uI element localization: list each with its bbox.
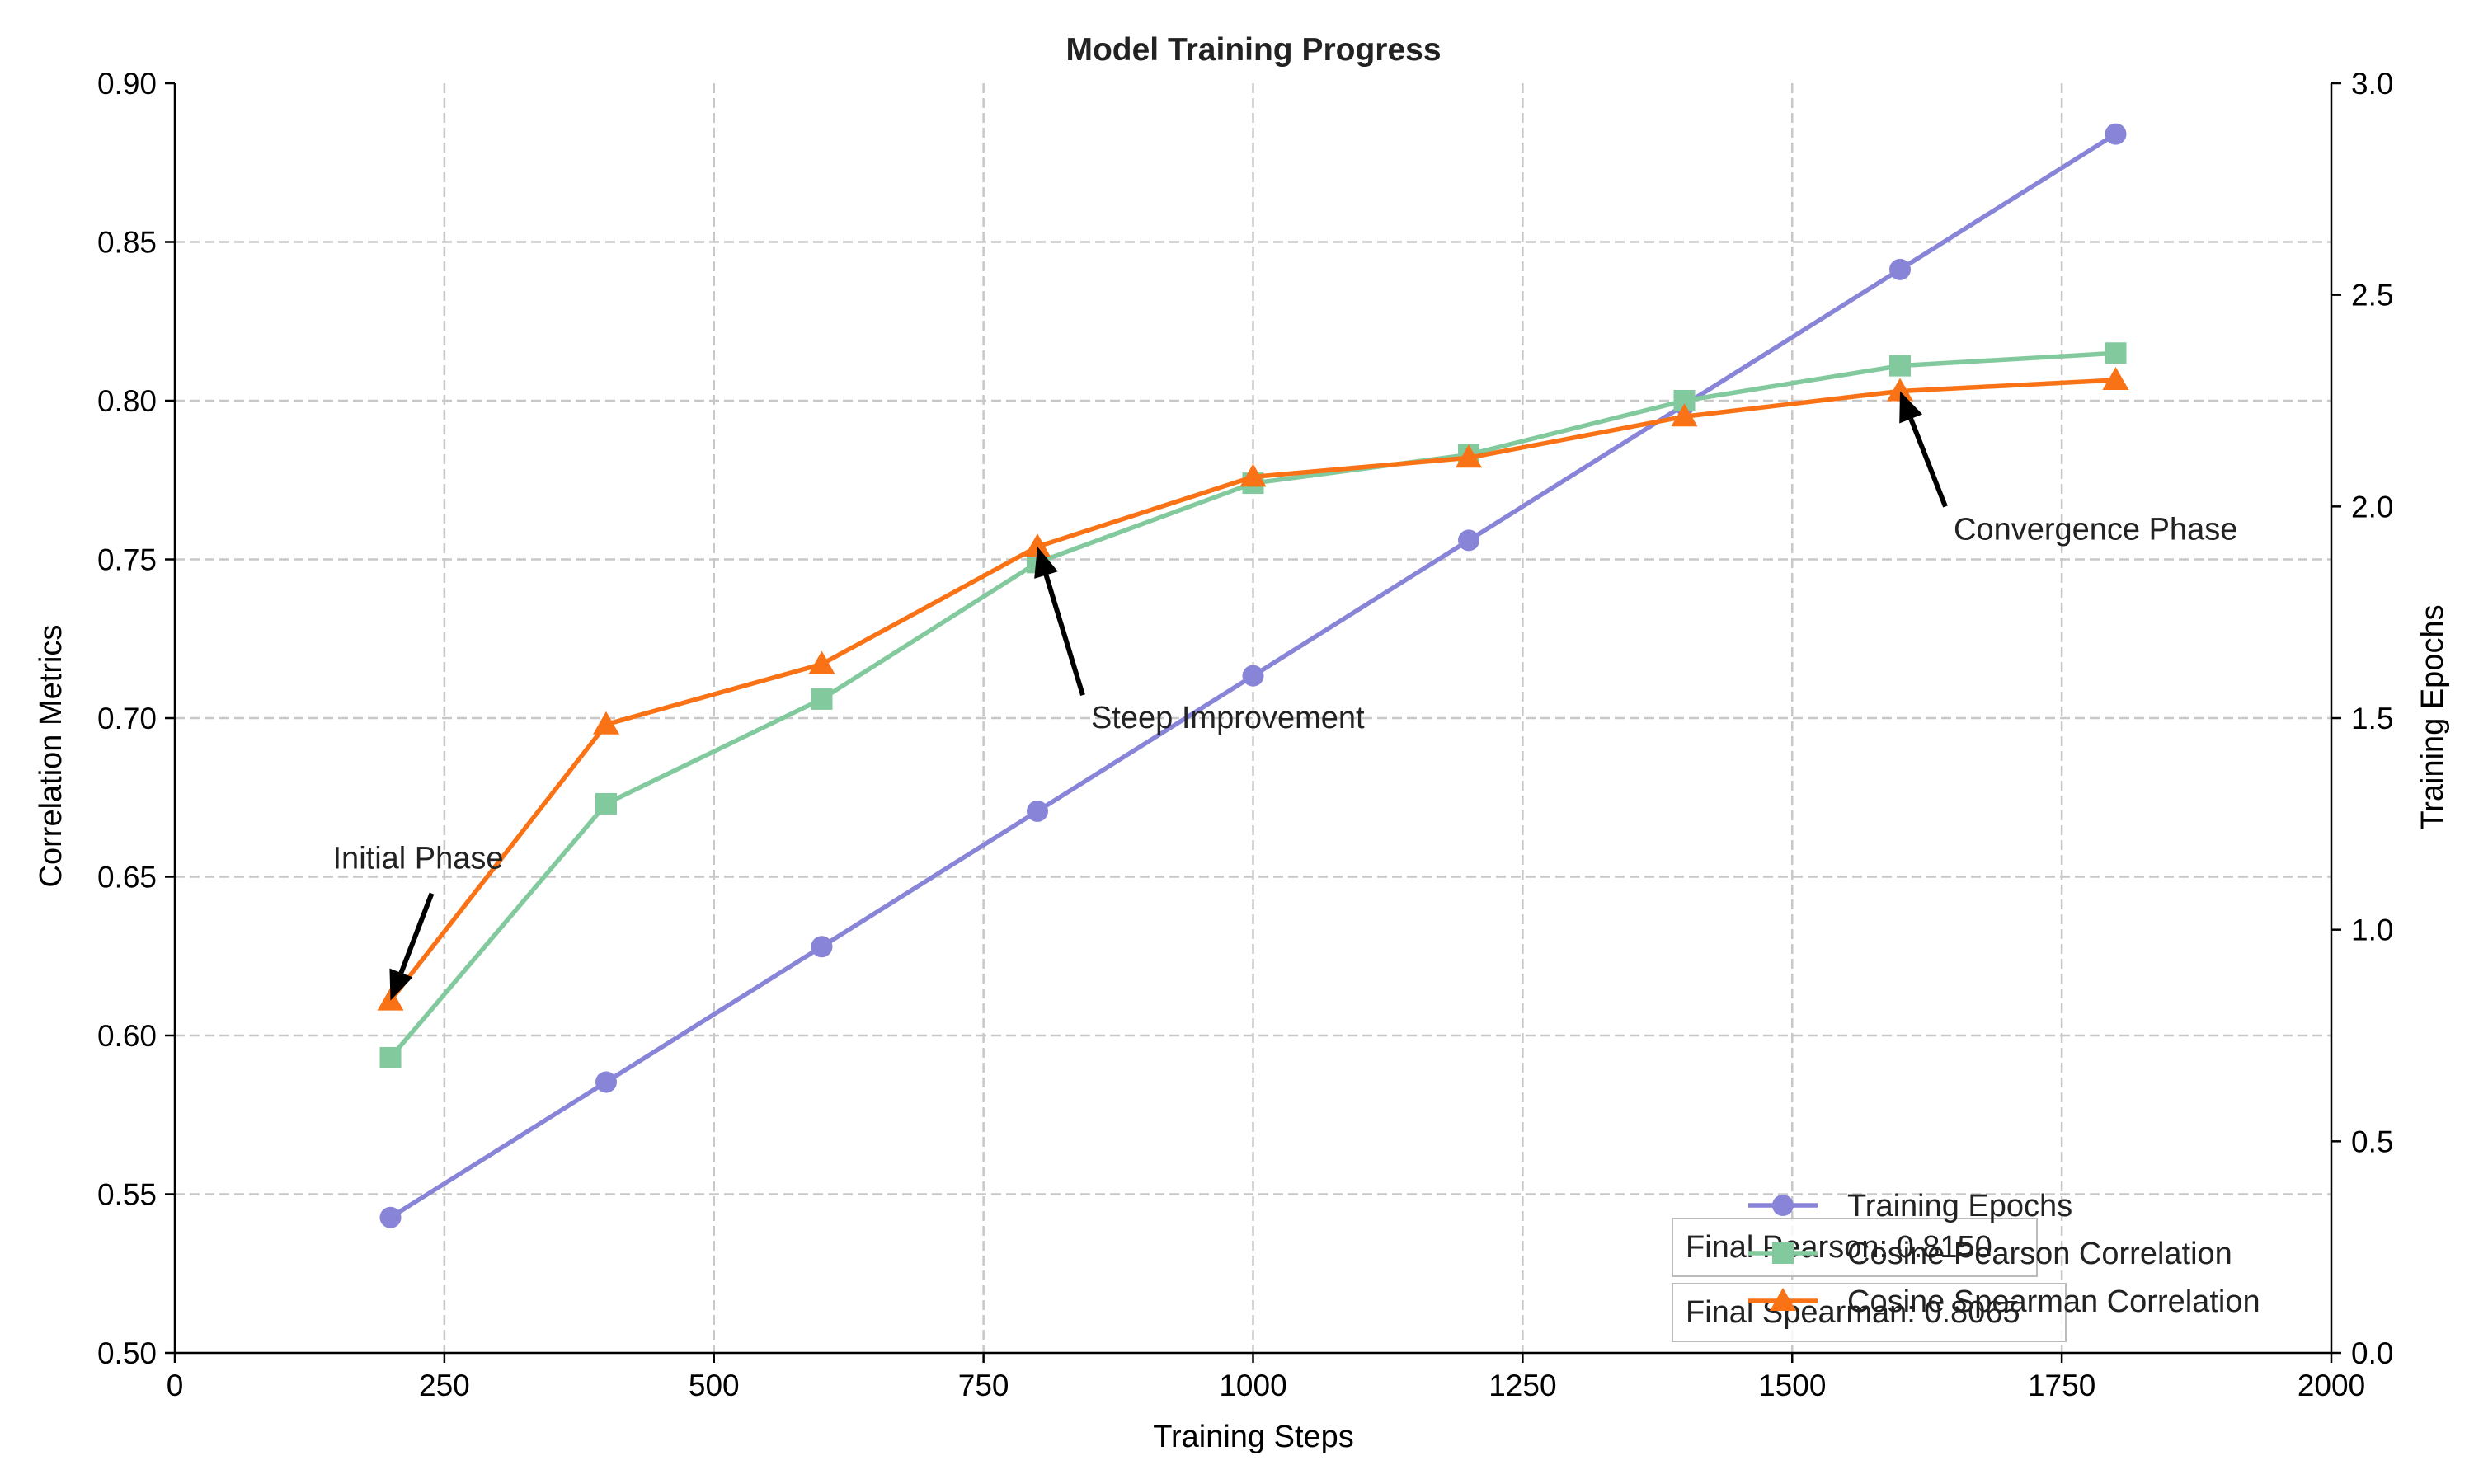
training-epochs-point — [595, 1071, 617, 1093]
y2-axis-label: Training Epochs — [2415, 604, 2450, 829]
y2-tick-label: 0.0 — [2351, 1336, 2393, 1370]
y-tick-label: 0.75 — [97, 543, 157, 577]
legend-marker-training-epochs — [1772, 1195, 1794, 1216]
y2-tick-label: 0.5 — [2351, 1125, 2393, 1158]
cosine-spearman-correlation-point — [1456, 444, 1482, 468]
cosine-spearman-correlation-point — [1239, 463, 1267, 487]
y-tick-label: 0.90 — [97, 67, 157, 101]
y-tick-label: 0.70 — [97, 702, 157, 735]
cosine-pearson-correlation-point — [1889, 355, 1911, 377]
y2-tick-label: 1.0 — [2351, 913, 2393, 947]
training-epochs-point — [2105, 123, 2127, 145]
legend-marker-cosine-spearman-correlation — [1770, 1288, 1796, 1311]
x-tick-label: 1250 — [1489, 1369, 1556, 1402]
grid — [175, 83, 2331, 1353]
annotation-text: Initial Phase — [333, 842, 504, 876]
annotation-arrow-head — [389, 968, 413, 1001]
annotations: Initial Phase Steep Improvement Convergenc… — [333, 391, 2237, 1001]
cosine-pearson-correlation-point — [379, 1046, 402, 1068]
x-tick-label: 750 — [958, 1369, 1009, 1402]
x-tick-label: 1750 — [2028, 1369, 2095, 1402]
cosine-pearson-correlation-point — [811, 688, 833, 710]
series — [377, 123, 2129, 1228]
y2-tick-label: 2.5 — [2351, 279, 2393, 312]
legend-label-cosine-pearson-correlation: Cosine Pearson Correlation — [1847, 1237, 2232, 1271]
y2-tick-label: 3.0 — [2351, 67, 2393, 101]
final-value-boxes: Final Pearson: 0.8150 Final Spearman: 0.8… — [1672, 1218, 2067, 1342]
final-value-text: Final Spearman: 0.8065 — [1686, 1295, 2020, 1330]
legend-label-cosine-spearman-correlation: Cosine Spearman Correlation — [1847, 1284, 2260, 1319]
x-tick-label: 2000 — [2298, 1369, 2365, 1402]
y-tick-label: 0.55 — [97, 1178, 157, 1212]
final-value-text: Final Pearson: 0.8150 — [1686, 1230, 1992, 1265]
y2-tick-label: 2.0 — [2351, 490, 2393, 524]
training-epochs-point — [1242, 665, 1264, 687]
cosine-spearman-correlation-point — [1887, 378, 1913, 402]
chart-title: Model Training Progress — [1065, 32, 1441, 68]
cosine-pearson-correlation-point — [2105, 342, 2127, 364]
x-tick-label: 1000 — [1219, 1369, 1286, 1402]
cosine-spearman-correlation-point — [2102, 366, 2129, 390]
x-axis-label: Training Steps — [1153, 1420, 1354, 1454]
final-value-box — [1672, 1218, 2038, 1277]
x-tick-label: 0 — [167, 1369, 184, 1402]
y-tick-label: 0.60 — [97, 1019, 157, 1053]
x-tick-label: 500 — [689, 1369, 740, 1402]
cosine-spearman-correlation-point — [1024, 533, 1051, 557]
annotation-text: Convergence Phase — [1954, 512, 2237, 547]
axes: 0 250 500 750 1000 1250 1500 1750 2000 0.50 0.55 0.… — [97, 67, 2393, 1402]
legend-marker-cosine-pearson-correlation — [1772, 1242, 1794, 1264]
training-epochs-point — [811, 936, 833, 958]
x-tick-label: 1500 — [1758, 1369, 1826, 1402]
training-epochs-point — [1027, 800, 1048, 822]
training-epochs-point — [1889, 258, 1911, 280]
annotation-arrow-head — [1034, 547, 1058, 579]
legend: Training Epochs Cosine Pearson Correlatio… — [1748, 1189, 2260, 1319]
annotation-arrow-shaft — [1043, 574, 1085, 696]
y2-tick-label: 1.5 — [2351, 702, 2393, 735]
cosine-spearman-correlation-point — [808, 650, 835, 674]
cosine-spearman-correlation-point — [1671, 403, 1698, 427]
y-axis-label: Correlation Metrics — [34, 625, 68, 888]
y-tick-label: 0.80 — [97, 384, 157, 418]
legend-label-training-epochs: Training Epochs — [1847, 1189, 2072, 1223]
training-epochs-point — [1458, 529, 1479, 552]
y-tick-label: 0.65 — [97, 861, 157, 895]
cosine-spearman-correlation-point — [593, 711, 619, 735]
annotation-text: Steep Improvement — [1091, 701, 1365, 735]
annotation-arrow-shaft — [398, 892, 435, 974]
training-epochs-point — [379, 1206, 402, 1228]
y-tick-label: 0.50 — [97, 1336, 157, 1370]
final-value-box — [1672, 1283, 2067, 1342]
annotation-arrow-shaft — [1908, 417, 1948, 508]
x-tick-label: 250 — [419, 1369, 470, 1402]
cosine-pearson-correlation-point — [595, 792, 617, 815]
annotation-arrow-head — [1899, 391, 1923, 424]
y-tick-label: 0.85 — [97, 226, 157, 260]
